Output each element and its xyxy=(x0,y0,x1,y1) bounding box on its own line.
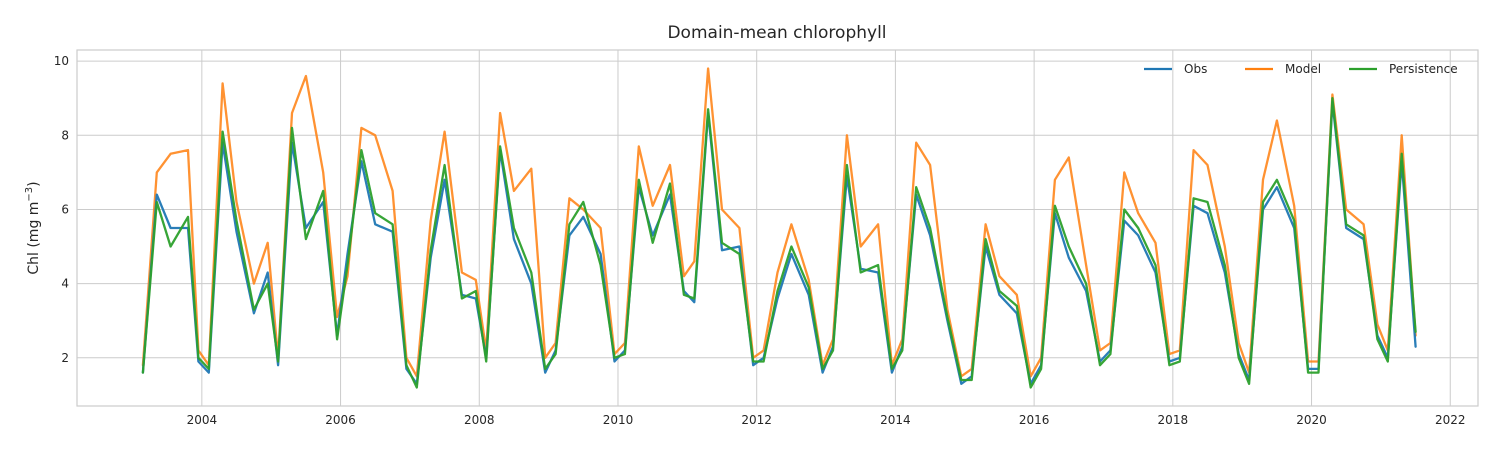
y-axis-label: Chl (mg m−3) xyxy=(24,181,42,274)
series-line-persistence xyxy=(141,97,1417,389)
x-tick-label: 2016 xyxy=(1019,413,1050,427)
y-tick-label: 6 xyxy=(61,202,69,216)
y-tick-label: 10 xyxy=(54,54,69,68)
y-tick-label: 2 xyxy=(61,351,69,365)
x-tick-label: 2022 xyxy=(1435,413,1466,427)
y-axis-label-exponent: −3 xyxy=(24,187,35,202)
y-axis-label-close: ) xyxy=(26,181,42,186)
chart-title: Domain-mean chlorophyll xyxy=(667,23,886,43)
y-tick-label: 8 xyxy=(61,128,69,142)
x-tick-label: 2020 xyxy=(1296,413,1327,427)
grid xyxy=(77,50,1478,406)
legend-label-persistence: Persistence xyxy=(1389,62,1458,76)
x-tick-label: 2006 xyxy=(325,413,356,427)
legend-label-obs: Obs xyxy=(1184,62,1207,76)
legend-label-model: Model xyxy=(1285,62,1321,76)
x-tick-label: 2010 xyxy=(603,413,634,427)
y-tick-label: 4 xyxy=(61,277,69,291)
series-layer xyxy=(141,67,1417,389)
legend: Obs Model Persistence xyxy=(1144,62,1458,76)
x-tick-label: 2018 xyxy=(1158,413,1189,427)
y-axis: 2 4 6 8 10 xyxy=(54,54,69,365)
x-tick-label: 2012 xyxy=(741,413,772,427)
x-tick-label: 2014 xyxy=(880,413,911,427)
y-axis-label-main: Chl (mg m xyxy=(26,202,42,275)
x-tick-label: 2004 xyxy=(187,413,218,427)
x-tick-label: 2008 xyxy=(464,413,495,427)
plot-frame xyxy=(76,49,1479,407)
x-axis: 2004 2006 2008 2010 2012 2014 2016 2018 2020 2022 xyxy=(187,413,1466,427)
